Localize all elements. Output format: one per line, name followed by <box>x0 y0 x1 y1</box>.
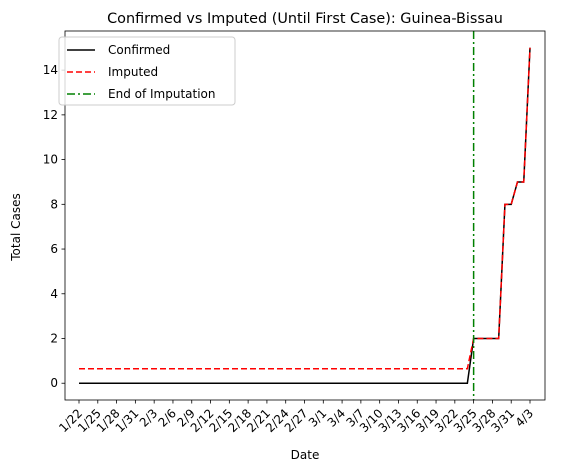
axes-frame <box>64 30 546 401</box>
legend-label: End of Imputation <box>108 87 216 101</box>
legend: Confirmed Imputed End of Imputation <box>58 36 236 106</box>
y-axis-label: Total Cases <box>9 193 23 261</box>
y-tick-label: 10 <box>43 153 58 167</box>
chart-title: Confirmed vs Imputed (Until First Case):… <box>107 11 503 27</box>
series-line-imputed <box>79 47 531 370</box>
legend-label: Imputed <box>108 65 158 79</box>
y-tick-label: 12 <box>43 108 58 122</box>
y-tick-label: 2 <box>50 332 58 346</box>
legend-box <box>58 36 236 106</box>
y-tick-label: 6 <box>50 242 58 256</box>
x-axis-label: Date <box>291 448 320 462</box>
x-tick-label: 4/3 <box>513 406 537 430</box>
y-tick-label: 0 <box>50 376 58 390</box>
y-tick-label: 8 <box>50 197 58 211</box>
y-tick-label: 14 <box>43 63 58 77</box>
legend-label: Confirmed <box>108 43 170 57</box>
y-tick-label: 4 <box>50 287 58 301</box>
